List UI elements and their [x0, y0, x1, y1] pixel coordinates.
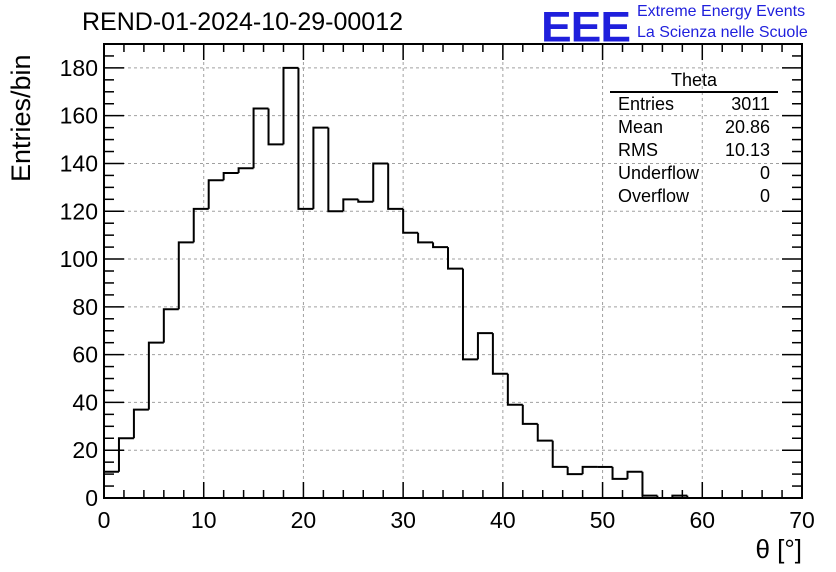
- histogram-bin: [521, 404, 538, 425]
- histogram-bin: [402, 208, 419, 234]
- axis-ticks: [103, 43, 803, 499]
- histogram-bin: [222, 172, 239, 181]
- stats-label: Overflow: [618, 186, 690, 206]
- histogram-bin: [372, 162, 389, 202]
- stats-value: 3011: [731, 94, 770, 114]
- stats-label: Underflow: [618, 163, 700, 183]
- histogram-bin: [312, 126, 329, 209]
- histogram-bin: [117, 437, 134, 472]
- logo-line-1: Extreme Energy Events: [637, 3, 806, 20]
- y-tick-label: 80: [72, 294, 98, 320]
- histogram-bin: [461, 268, 478, 361]
- stats-label: Entries: [618, 94, 675, 114]
- histogram-bin: [581, 465, 598, 475]
- histogram-bin: [162, 308, 179, 343]
- histogram-bin: [506, 373, 523, 406]
- histogram-series: [103, 66, 793, 499]
- y-tick-label: 160: [60, 103, 98, 129]
- histogram-bin: [611, 466, 628, 480]
- histogram-bin: [387, 163, 404, 210]
- y-tick-label: 100: [60, 246, 98, 272]
- histogram-bin: [132, 408, 149, 439]
- histogram-bin: [282, 66, 299, 145]
- chart-title: REND-01-2024-10-29-00012: [82, 8, 404, 36]
- histogram-bin: [491, 333, 508, 375]
- histogram-bin: [252, 107, 269, 169]
- x-tick-label: 10: [191, 507, 217, 533]
- tick-labels: 0 10 20 30 40 50 60 70 0 20 40 60 80 100 120 140 160 180: [60, 55, 815, 533]
- grid-lines: [104, 44, 802, 498]
- stats-row-underflow: Underflow 0: [610, 162, 778, 185]
- histogram-bin: [626, 470, 643, 479]
- histogram-bin: [177, 241, 194, 310]
- stats-title: Theta: [610, 70, 778, 93]
- histogram-bin: [297, 67, 314, 210]
- stats-box: Theta Entries 3011 Mean 20.86 RMS 10.13 …: [610, 70, 778, 208]
- x-axis-label: θ [°]: [755, 534, 802, 564]
- stats-value: 10.13: [724, 140, 770, 160]
- histogram-bin: [207, 179, 224, 209]
- x-tick-label: 40: [490, 507, 516, 533]
- y-axis-label: Entries/bin: [6, 54, 36, 182]
- histogram-bin: [357, 199, 374, 203]
- y-tick-label: 180: [60, 55, 98, 81]
- histogram-bin: [551, 440, 568, 468]
- y-tick-label: 140: [60, 150, 98, 176]
- x-tick-label: 0: [98, 507, 111, 533]
- x-tick-label: 30: [390, 507, 416, 533]
- x-tick-label: 20: [291, 507, 317, 533]
- eee-logo: EEE: [541, 2, 631, 51]
- histogram-bin: [237, 167, 254, 174]
- x-tick-label: 70: [789, 507, 815, 533]
- histogram-bin: [327, 127, 344, 213]
- histogram-bin: [342, 198, 359, 212]
- stats-value: 20.86: [724, 117, 770, 137]
- histogram-bin: [103, 470, 119, 498]
- stats-row-entries: Entries 3011: [610, 93, 778, 116]
- stats-value: 0: [759, 186, 770, 206]
- stats-value: 0: [759, 163, 770, 183]
- logo-line-2: La Scienza nelle Scuole: [637, 24, 808, 41]
- y-tick-label: 120: [60, 198, 98, 224]
- histogram-bin: [641, 471, 658, 497]
- histogram-bin: [536, 423, 553, 442]
- histogram-bin: [417, 232, 434, 244]
- histogram-bin: [192, 207, 209, 243]
- stats-row-rms: RMS 10.13: [610, 139, 778, 162]
- stats-row-overflow: Overflow 0: [610, 185, 778, 208]
- y-tick-label: 60: [72, 342, 98, 368]
- stats-label: RMS: [618, 140, 658, 160]
- histogram-bin: [476, 332, 493, 360]
- histogram-bin: [147, 341, 164, 410]
- x-tick-label: 50: [590, 507, 616, 533]
- y-tick-label: 20: [72, 437, 98, 463]
- x-tick-label: 60: [689, 507, 715, 533]
- y-tick-label: 40: [72, 389, 98, 415]
- histogram-bin: [566, 466, 583, 476]
- y-tick-label: 0: [85, 485, 98, 511]
- stats-row-mean: Mean 20.86: [610, 116, 778, 139]
- histogram-bin: [267, 108, 284, 146]
- histogram-bin: [432, 242, 449, 249]
- stats-label: Mean: [618, 117, 664, 137]
- histogram-bin: [447, 247, 463, 270]
